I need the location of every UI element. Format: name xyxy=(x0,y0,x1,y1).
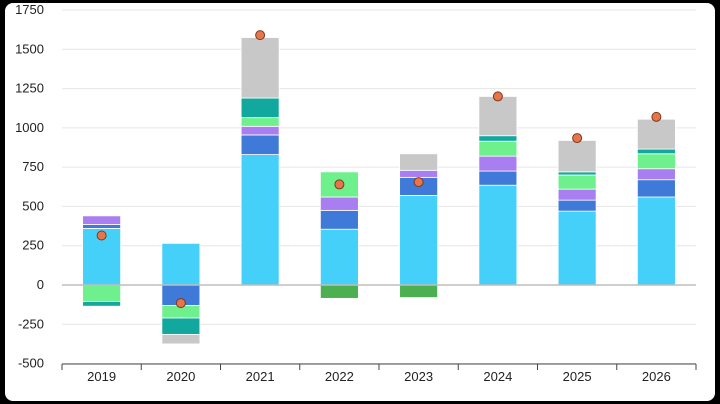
bar-segment xyxy=(82,224,122,229)
bar-segment xyxy=(399,195,439,286)
bar-segment xyxy=(478,96,518,137)
total-marker xyxy=(175,298,186,309)
bar-segment xyxy=(161,317,201,335)
bar-segment xyxy=(478,155,518,172)
bar-segment xyxy=(636,153,676,170)
chart-panel xyxy=(5,3,715,401)
y-tick-label: -250 xyxy=(18,316,44,331)
bar-segment xyxy=(478,140,518,157)
x-tick-label: 2026 xyxy=(642,369,671,384)
bar-segment xyxy=(319,284,359,299)
y-tick-label: 750 xyxy=(22,159,44,174)
bar-segment xyxy=(161,242,201,286)
bar-segment xyxy=(82,215,122,225)
x-tick-label: 2025 xyxy=(563,369,592,384)
bar-segment xyxy=(636,179,676,198)
bar-segment xyxy=(240,117,280,127)
total-marker xyxy=(255,30,266,41)
x-tick-label: 2020 xyxy=(166,369,195,384)
bar-segment xyxy=(478,170,518,186)
x-tick-label: 2019 xyxy=(87,369,116,384)
bar-segment xyxy=(161,334,201,345)
bar-segment xyxy=(240,125,280,136)
y-tick-label: 500 xyxy=(22,198,44,213)
y-tick-label: 0 xyxy=(37,277,44,292)
bar-segment xyxy=(636,118,676,150)
bar-segment xyxy=(319,228,359,286)
bar-segment xyxy=(557,171,597,176)
bar-segment xyxy=(478,135,518,142)
bar-segment xyxy=(319,209,359,230)
bar-segment xyxy=(399,153,439,171)
bar-segment xyxy=(240,134,280,155)
total-marker xyxy=(413,177,424,188)
bar-segment xyxy=(557,140,597,173)
bar-segment xyxy=(240,154,280,286)
total-marker xyxy=(492,91,503,102)
y-tick-label: 1000 xyxy=(15,120,44,135)
bar-segment xyxy=(557,188,597,201)
bar-segment xyxy=(478,184,518,286)
x-tick-label: 2021 xyxy=(246,369,275,384)
total-marker xyxy=(334,179,345,190)
bar-segment xyxy=(557,199,597,212)
x-tick-label: 2022 xyxy=(325,369,354,384)
bar-segment xyxy=(240,37,280,99)
bar-segment xyxy=(319,196,359,211)
bar-segment xyxy=(82,301,122,307)
y-tick-label: 1750 xyxy=(15,2,44,17)
bar-segment xyxy=(557,174,597,190)
y-tick-label: -500 xyxy=(18,356,44,371)
total-marker xyxy=(651,111,662,122)
bar-segment xyxy=(636,196,676,286)
bar-segment xyxy=(240,97,280,119)
x-tick-label: 2024 xyxy=(483,369,512,384)
bar-segment xyxy=(636,148,676,155)
y-tick-label: 1250 xyxy=(15,81,44,96)
x-tick-label: 2023 xyxy=(404,369,433,384)
bar-segment xyxy=(557,210,597,286)
bar-segment xyxy=(399,169,439,178)
bar-segment xyxy=(636,168,676,181)
bar-segment xyxy=(399,284,439,298)
bar-segment xyxy=(82,284,122,302)
y-tick-label: 1500 xyxy=(15,41,44,56)
total-marker xyxy=(572,133,583,144)
total-marker xyxy=(96,230,107,241)
y-tick-label: 250 xyxy=(22,238,44,253)
